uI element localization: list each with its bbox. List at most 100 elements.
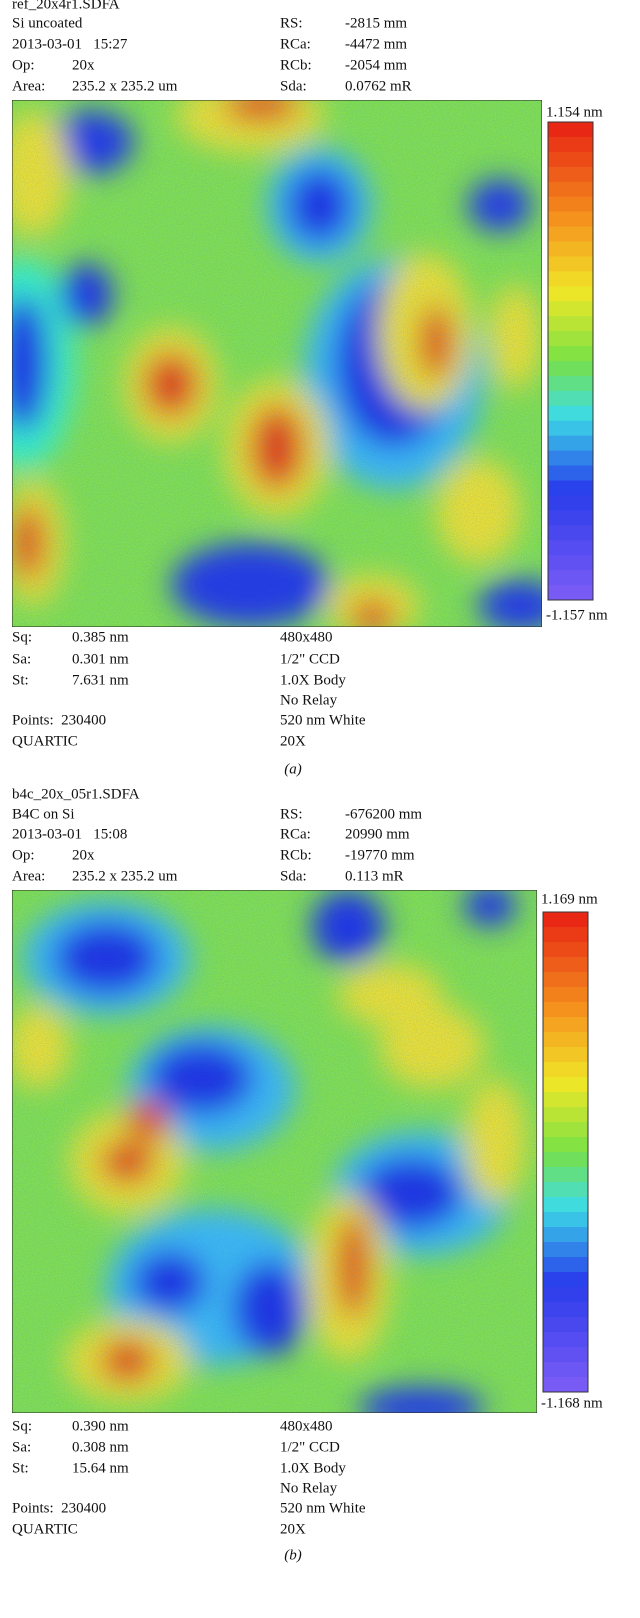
colorbar-band <box>548 166 593 183</box>
colorbar-band <box>548 181 593 198</box>
colorbar-band <box>548 196 593 213</box>
info-text: Sda: <box>280 78 307 94</box>
colorbar-band <box>548 316 593 332</box>
colorbar-band <box>548 435 593 452</box>
info-text: 0.390 nm <box>72 1418 129 1434</box>
colorbar-band <box>543 1272 588 1288</box>
info-text: -19770 mm <box>345 847 415 863</box>
colorbar-band <box>543 1287 588 1303</box>
colorbar-min: -1.168 nm <box>541 1395 603 1411</box>
colorbar-band <box>548 151 593 168</box>
colorbar-band <box>548 136 593 153</box>
info-text: Op: <box>12 57 35 73</box>
colorbar-band <box>543 942 588 958</box>
colorbar-band <box>548 570 593 586</box>
colorbar-band <box>548 525 593 541</box>
map-noise <box>12 100 542 627</box>
colorbar-band <box>548 256 593 272</box>
info-text: 520 nm White <box>280 712 366 728</box>
colorbar-band <box>543 1317 588 1333</box>
info-text: 7.631 nm <box>72 672 129 688</box>
colorbar-band <box>548 555 593 571</box>
colorbar-band <box>543 927 588 943</box>
colorbar-band <box>548 271 593 287</box>
info-text: 235.2 x 235.2 um <box>72 78 178 94</box>
info-text: 235.2 x 235.2 um <box>72 868 178 884</box>
info-text: RCa: <box>280 826 311 842</box>
info-text: 0.308 nm <box>72 1439 129 1455</box>
colorbar-band <box>548 390 593 407</box>
colorbar-band <box>543 1122 588 1138</box>
info-text: 0.301 nm <box>72 651 129 667</box>
colorbar-band <box>548 585 593 601</box>
colorbar-band <box>543 1167 588 1183</box>
caption: (a) <box>284 761 302 777</box>
colorbar-band <box>548 211 593 228</box>
info-text: Area: <box>12 868 45 884</box>
info-text: 0.113 mR <box>345 868 404 884</box>
info-text: 20X <box>280 733 306 749</box>
colorbar-band <box>548 480 593 496</box>
info-text: 480x480 <box>280 629 333 645</box>
info-text: 2013-03-01 15:08 <box>12 826 127 842</box>
colorbar-band <box>543 1002 588 1018</box>
info-text: No Relay <box>280 692 338 708</box>
info-text: QUARTIC <box>12 1521 78 1537</box>
colorbar-max: 1.154 nm <box>546 104 603 120</box>
colorbar-frame <box>547 121 594 601</box>
colorbar-frame <box>542 911 589 1393</box>
info-text: St: <box>12 1460 29 1476</box>
colorbar-band <box>543 1047 588 1063</box>
info-text: 520 nm White <box>280 1500 366 1516</box>
colorbar-band <box>548 346 593 362</box>
info-text: RCa: <box>280 36 311 52</box>
map-noise <box>12 890 537 1413</box>
info-text: RCb: <box>280 847 312 863</box>
colorbar-band <box>548 540 593 556</box>
colorbar-band <box>543 1032 588 1048</box>
colorbar-band <box>543 1362 588 1378</box>
info-text: 20x <box>72 57 95 73</box>
colorbar-band <box>548 450 593 467</box>
info-text: RS: <box>280 15 303 31</box>
info-text: 1/2" CCD <box>280 651 340 667</box>
info-text: -4472 mm <box>345 36 407 52</box>
info-text: -2815 mm <box>345 15 407 31</box>
colorbar-band <box>548 226 593 242</box>
surface-map <box>12 100 542 627</box>
info-text: St: <box>12 672 29 688</box>
surface-map <box>12 890 537 1413</box>
info-text: Points: 230400 <box>12 712 106 728</box>
info-text: RCb: <box>280 57 312 73</box>
colorbar-band <box>548 331 593 347</box>
colorbar-band <box>543 957 588 973</box>
info-text: 0.385 nm <box>72 629 129 645</box>
colorbar-band <box>543 987 588 1003</box>
file-name: b4c_20x_05r1.SDFA <box>12 786 140 802</box>
info-text: 1.0X Body <box>280 672 346 688</box>
colorbar-band <box>543 1377 588 1393</box>
colorbar-band <box>543 1257 588 1273</box>
colorbar-band <box>543 1197 588 1213</box>
colorbar-band <box>543 1092 588 1108</box>
info-text: 1/2" CCD <box>280 1439 340 1455</box>
colorbar-band <box>548 495 593 511</box>
colorbar-band <box>548 361 593 377</box>
colorbar-band <box>543 1302 588 1318</box>
info-text: 15.64 nm <box>72 1460 129 1476</box>
colorbar-band <box>548 375 593 392</box>
info-text: Points: 230400 <box>12 1500 106 1516</box>
colorbar-band <box>548 122 593 138</box>
caption: (b) <box>284 1547 302 1563</box>
colorbar-band <box>543 1062 588 1078</box>
info-text: Si uncoated <box>12 15 83 31</box>
info-text: B4C on Si <box>12 806 75 822</box>
colorbar-band <box>543 1077 588 1093</box>
colorbar-band <box>548 405 593 422</box>
colorbar-band <box>548 286 593 302</box>
info-text: 480x480 <box>280 1418 333 1434</box>
colorbar-band <box>543 1332 588 1348</box>
info-text: 1.0X Body <box>280 1460 346 1476</box>
colorbar-band <box>548 301 593 317</box>
